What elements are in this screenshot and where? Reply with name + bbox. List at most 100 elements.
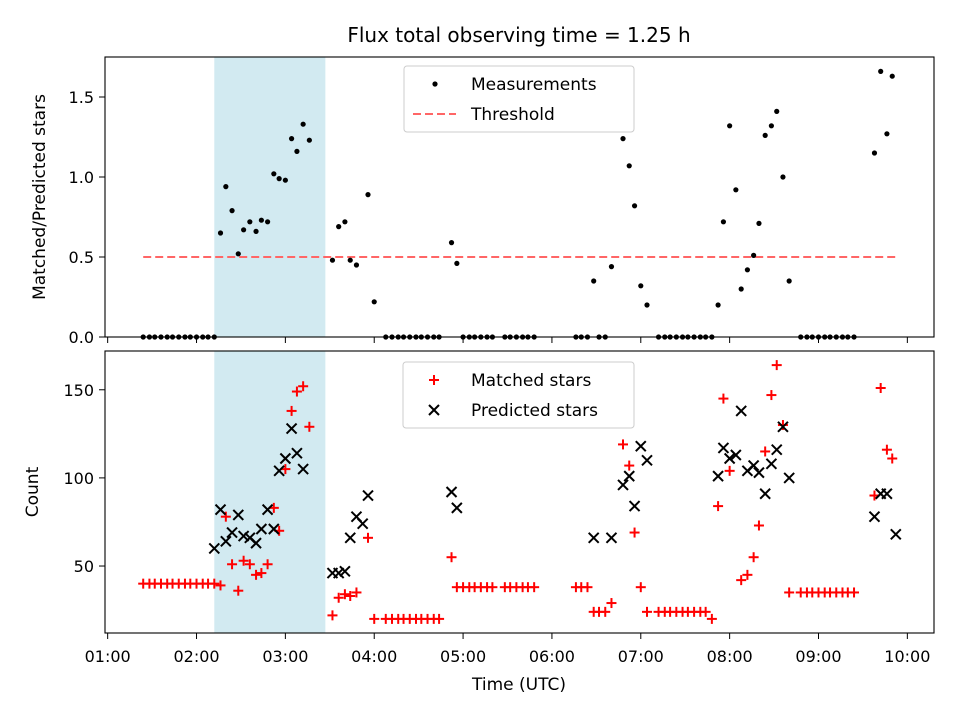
chart-title: Flux total observing time = 1.25 h xyxy=(347,23,690,47)
marker-stroke xyxy=(339,565,351,578)
counts-panel: 01:00 02:00 03:00 04:00 05:00 06:00 07:00 08:00… xyxy=(23,350,935,695)
measurement-point xyxy=(720,219,727,225)
predicted-star-point xyxy=(881,488,893,500)
measurement-point xyxy=(448,240,455,246)
measurement-point xyxy=(786,278,792,284)
measurement-point xyxy=(644,302,650,308)
predicted-star-point xyxy=(451,502,463,514)
measurement-point xyxy=(288,136,295,142)
y-tick-label: 100 xyxy=(63,469,94,488)
predicted-star-point xyxy=(747,459,760,472)
marker-stroke xyxy=(350,510,363,523)
measurement-point xyxy=(774,108,780,114)
predicted-star-point xyxy=(339,565,351,578)
marker-stroke xyxy=(297,463,309,475)
x-tick-label: 03:00 xyxy=(262,647,308,666)
observing-window-shade xyxy=(214,57,326,337)
marker-stroke xyxy=(273,465,285,477)
predicted-star-point xyxy=(356,518,369,530)
measurement-point xyxy=(715,302,721,308)
x-tick-label: 10:00 xyxy=(884,647,930,666)
marker-stroke xyxy=(881,488,893,500)
matched-star-point xyxy=(227,559,238,570)
measurement-point xyxy=(336,224,342,230)
predicted-star-point xyxy=(445,486,458,498)
predicted-star-point xyxy=(587,532,600,544)
marker-stroke xyxy=(759,488,771,500)
measurement-point xyxy=(223,184,229,190)
predicted-star-point xyxy=(208,542,220,555)
measurement-point xyxy=(258,217,264,223)
predicted-star-point xyxy=(255,523,268,535)
predicted-star-point xyxy=(777,421,789,433)
predicted-star-point xyxy=(250,537,262,549)
measurement-point xyxy=(294,148,300,154)
measurement-point xyxy=(229,208,235,214)
y-tick-label: 0.0 xyxy=(69,328,94,347)
predicted-stars-points xyxy=(208,405,902,579)
measurement-point xyxy=(342,219,348,225)
matched-star-point xyxy=(446,552,457,563)
marker-stroke xyxy=(356,518,369,530)
matched-star-point xyxy=(256,568,267,579)
legend-label-measurements: Measurements xyxy=(471,75,597,95)
y-tick-label: 150 xyxy=(63,381,94,400)
marker-stroke xyxy=(730,449,742,461)
measurement-point xyxy=(884,131,890,137)
marker-stroke xyxy=(868,510,881,523)
marker-stroke xyxy=(628,500,641,512)
measurement-point xyxy=(591,278,597,284)
measurement-point xyxy=(276,176,282,182)
matched-star-point xyxy=(606,598,617,609)
measurement-point xyxy=(247,219,253,225)
bottom-legend-box xyxy=(402,361,635,429)
marker-stroke xyxy=(451,502,463,514)
matched-star-point xyxy=(351,587,362,598)
predicted-star-point xyxy=(765,458,778,470)
matched-star-point xyxy=(849,587,860,598)
marker-stroke xyxy=(237,530,250,542)
matched-stars-points xyxy=(138,360,898,624)
marker-stroke xyxy=(285,422,298,435)
matched-star-point xyxy=(766,390,777,401)
marker-stroke xyxy=(723,452,736,465)
matched-star-point xyxy=(635,582,646,593)
predicted-star-point xyxy=(285,422,298,435)
marker-stroke xyxy=(765,458,778,470)
measurement-point xyxy=(780,174,786,180)
measurement-point xyxy=(878,68,884,74)
matched-star-point xyxy=(215,580,226,591)
x-tick-label: 05:00 xyxy=(440,647,486,666)
marker-stroke xyxy=(617,479,629,491)
matched-star-point xyxy=(369,613,380,624)
marker-stroke xyxy=(255,523,268,535)
matched-star-point xyxy=(875,383,886,394)
top-y-axis-label: Matched/Predicted stars xyxy=(30,94,50,300)
predicted-star-point xyxy=(226,526,238,539)
measurement-point xyxy=(365,192,371,198)
matched-star-point xyxy=(629,527,640,538)
measurement-point xyxy=(768,123,774,129)
measurement-point xyxy=(889,73,895,79)
measurement-point xyxy=(756,220,762,226)
matched-star-point xyxy=(233,585,244,596)
legend-x-marker xyxy=(428,404,440,416)
marker-stroke xyxy=(445,486,458,498)
marker-stroke xyxy=(587,532,600,544)
marker-stroke xyxy=(623,470,635,482)
measurement-point xyxy=(329,257,336,263)
measurement-point xyxy=(608,264,615,270)
predicted-star-point xyxy=(362,489,374,502)
predicted-star-point xyxy=(291,447,303,459)
matched-star-point xyxy=(345,590,356,601)
marker-stroke xyxy=(250,537,262,549)
matched-star-point xyxy=(700,606,711,617)
matched-star-point xyxy=(706,613,717,624)
predicted-star-point xyxy=(771,443,783,456)
matched-star-point xyxy=(742,569,753,580)
predicted-star-point xyxy=(753,466,765,479)
matched-star-point xyxy=(582,582,593,593)
measurement-point xyxy=(626,163,632,169)
matched-star-point xyxy=(363,532,374,543)
